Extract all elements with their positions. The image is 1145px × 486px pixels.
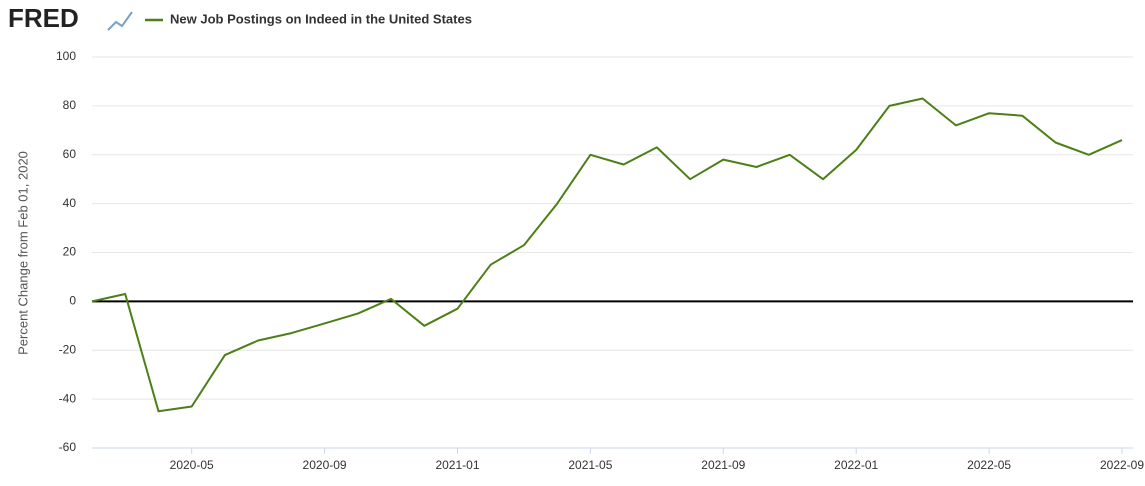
x-tick-label: 2022-01 [834,458,878,472]
x-tick-label: 2021-01 [435,458,479,472]
y-tick-label: 40 [63,196,77,210]
y-tick-label: -60 [59,440,77,454]
logo-icon [107,11,133,31]
y-tick-label: 0 [69,294,76,308]
x-tick-label: 2022-05 [967,458,1011,472]
x-tick-label: 2020-05 [170,458,214,472]
y-tick-label: 80 [63,98,77,112]
x-tick-label: 2021-05 [568,458,612,472]
y-tick-label: 20 [63,245,77,259]
y-tick-label: 60 [63,147,77,161]
logo: FRED [8,3,79,33]
legend-label: New Job Postings on Indeed in the United… [170,11,472,26]
y-tick-label: 100 [56,49,76,63]
series-line [91,97,1123,413]
x-tick-label: 2022-09 [1100,458,1144,472]
y-tick-label: -40 [59,391,77,405]
y-axis-label: Percent Change from Feb 01, 2020 [15,151,30,355]
y-tick-label: -20 [59,342,77,356]
x-tick-label: 2020-09 [303,458,347,472]
x-tick-label: 2021-09 [701,458,745,472]
